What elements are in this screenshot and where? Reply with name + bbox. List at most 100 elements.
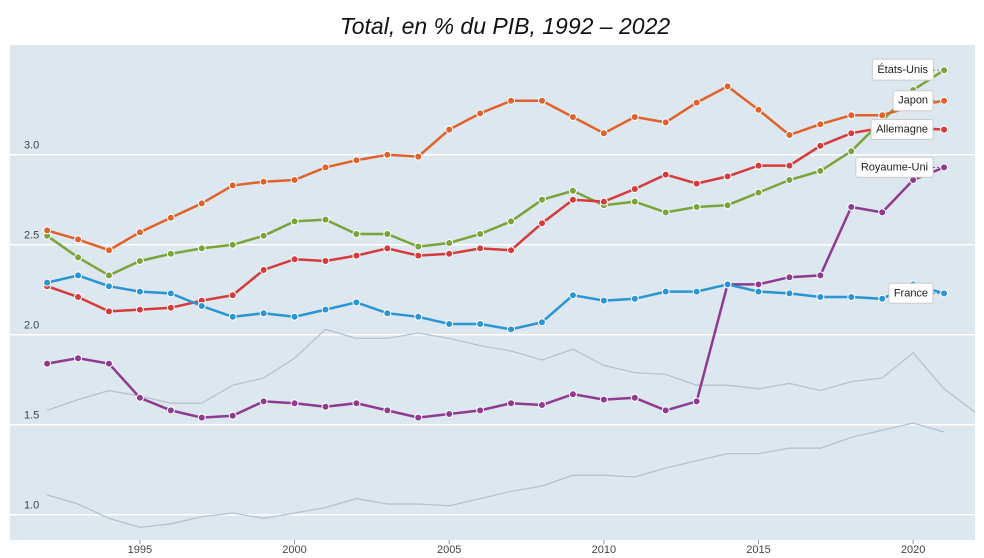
point — [166, 406, 175, 415]
point — [847, 111, 856, 120]
point — [507, 399, 516, 408]
point — [940, 289, 949, 298]
point — [74, 253, 83, 262]
point — [74, 293, 83, 301]
point — [321, 305, 330, 314]
point — [785, 273, 794, 282]
series — [46, 422, 945, 529]
point — [228, 181, 237, 190]
point — [507, 325, 516, 334]
point — [383, 244, 392, 253]
point — [135, 257, 144, 265]
series — [43, 163, 949, 422]
series — [43, 123, 949, 316]
point — [816, 293, 825, 301]
point — [661, 208, 670, 217]
point — [599, 197, 608, 206]
point — [74, 354, 83, 363]
point — [692, 203, 701, 211]
point — [630, 113, 639, 121]
point — [290, 312, 299, 321]
chart-title: Total, en % du PIB, 1992 – 2022 — [340, 13, 671, 39]
point — [599, 395, 608, 404]
point — [135, 228, 144, 237]
point — [568, 195, 577, 204]
point — [414, 312, 423, 321]
point — [661, 287, 670, 296]
point — [445, 249, 454, 258]
point — [259, 266, 268, 274]
point — [507, 96, 516, 105]
point — [754, 188, 763, 197]
point — [228, 291, 237, 300]
point — [568, 186, 577, 195]
point — [290, 176, 299, 184]
point — [290, 255, 299, 264]
point — [321, 215, 330, 224]
point — [754, 287, 763, 296]
point — [568, 291, 577, 300]
x-tick-label: 2005 — [437, 544, 461, 556]
point — [537, 195, 546, 204]
point — [197, 302, 206, 310]
point — [476, 230, 485, 238]
point — [290, 399, 299, 408]
point — [445, 410, 454, 418]
point — [352, 156, 361, 165]
point — [940, 125, 949, 134]
point — [166, 289, 175, 298]
series-label-box — [871, 58, 935, 81]
point — [568, 113, 577, 121]
series-line — [46, 422, 945, 529]
point — [383, 150, 392, 159]
point — [599, 129, 608, 138]
point — [692, 287, 701, 296]
y-tick-label: 2.0 — [24, 320, 39, 332]
point — [259, 177, 268, 186]
series — [43, 271, 949, 334]
point — [816, 141, 825, 150]
point — [352, 298, 361, 307]
point — [104, 271, 113, 280]
point — [445, 320, 454, 328]
x-tick-label: 2015 — [746, 544, 770, 556]
point — [166, 249, 175, 258]
point — [414, 242, 423, 251]
point — [228, 411, 237, 420]
y-tick-label: 3.0 — [24, 140, 39, 152]
point — [723, 280, 732, 289]
point — [43, 278, 52, 287]
point — [630, 185, 639, 193]
point — [197, 199, 206, 208]
point — [104, 282, 113, 291]
point — [135, 393, 144, 402]
point — [74, 235, 83, 244]
point — [104, 246, 113, 255]
x-tick-label: 1995 — [128, 544, 152, 556]
point — [43, 226, 52, 235]
point — [43, 359, 52, 368]
series-line — [46, 126, 945, 313]
point — [723, 82, 732, 91]
point — [754, 105, 763, 114]
point — [537, 96, 546, 105]
point — [878, 294, 887, 303]
series — [46, 328, 976, 413]
point — [197, 244, 206, 253]
point — [785, 289, 794, 298]
point — [476, 244, 485, 253]
point — [321, 257, 330, 265]
point — [383, 406, 392, 415]
series — [43, 66, 949, 280]
point — [507, 246, 516, 255]
series-label: Allemagne — [876, 124, 928, 136]
point — [785, 176, 794, 184]
point — [476, 320, 485, 328]
point — [816, 167, 825, 175]
point — [940, 96, 949, 105]
point — [816, 120, 825, 129]
point — [259, 231, 268, 240]
series-label: Royaume-Uni — [861, 161, 928, 173]
point — [259, 397, 268, 406]
